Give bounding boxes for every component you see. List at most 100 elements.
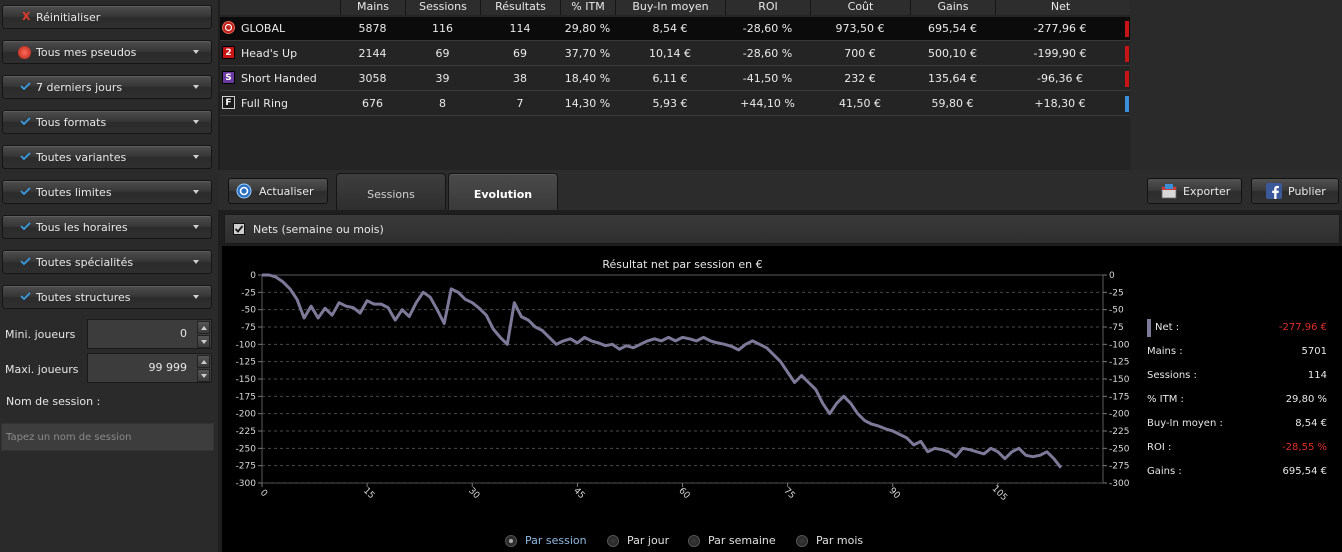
period-option-label: Par mois — [816, 534, 864, 547]
check-icon — [20, 257, 31, 265]
table-cell: 18,40 % — [564, 72, 611, 85]
y-tick-label: -200 — [236, 410, 257, 420]
table-row[interactable]: S Short Handed 3058 39 38 18,40 % 6,11 € -41,50… — [220, 67, 1130, 91]
filter-dropdown[interactable]: Tous les horaires — [2, 215, 212, 239]
radio-icon[interactable] — [796, 535, 808, 547]
stat-row: % ITM : 29,80 % — [1147, 394, 1327, 410]
spin-down-icon[interactable] — [197, 335, 210, 348]
spin-down-icon[interactable] — [197, 369, 210, 382]
stat-key: Sessions : — [1147, 370, 1197, 381]
export-label: Exporter — [1183, 185, 1231, 198]
table-cell: 114 — [509, 22, 531, 35]
short-handed-icon: S — [222, 71, 235, 84]
column-header[interactable]: ROI — [725, 0, 810, 15]
chart-area: Résultat net par session en € 0 0 -25 -25 -50… — [222, 246, 1342, 552]
column-header[interactable]: % ITM — [560, 0, 615, 15]
table-cell: 116 — [432, 22, 453, 35]
table-header: Mains Sessions Résultats% ITM Buy-In moyen R… — [220, 0, 1130, 15]
refresh-button[interactable]: Actualiser — [228, 178, 328, 204]
y-tick-label: -275 — [236, 462, 256, 472]
export-button[interactable]: Exporter — [1147, 178, 1242, 204]
y-tick-label: -100 — [236, 340, 257, 350]
table-cell: -199,90 € — [1033, 47, 1087, 60]
x-tick-label: 75 — [781, 486, 796, 501]
y-tick-label: -150 — [236, 375, 257, 385]
series-color-swatch — [1147, 319, 1151, 337]
column-header[interactable]: Résultats — [480, 0, 560, 15]
column-header[interactable]: Net — [995, 0, 1125, 15]
table-cell: -41,50 % — [742, 72, 793, 85]
filter-dropdown[interactable]: Toutes variantes — [2, 145, 212, 169]
table-row[interactable]: 2 Head's Up 2144 69 69 37,70 % 10,14 € -28,60 %… — [220, 42, 1130, 66]
column-header[interactable]: Buy-In moyen — [615, 0, 725, 15]
max-players-stepper[interactable]: 99 999 — [87, 353, 212, 383]
stat-key: Mains : — [1147, 346, 1183, 357]
refresh-label: Actualiser — [259, 185, 314, 198]
global-icon — [222, 21, 235, 34]
table-cell: -28,60 % — [742, 47, 793, 60]
filter-dropdown[interactable]: Toutes spécialités — [2, 250, 212, 274]
tab-sessions-label: Sessions — [367, 188, 415, 201]
table-cell: +18,30 € — [1034, 97, 1086, 110]
y-tick-label-right: -125 — [1109, 358, 1129, 368]
chevron-down-icon — [193, 295, 199, 299]
stat-row: Gains : 695,54 € — [1147, 466, 1327, 482]
y-tick-label-right: -275 — [1109, 462, 1129, 472]
check-icon — [234, 225, 244, 233]
tab-evolution[interactable]: Evolution — [448, 173, 558, 210]
spin-up-icon[interactable] — [197, 321, 210, 334]
tab-sessions[interactable]: Sessions — [336, 173, 446, 210]
filter-dropdown[interactable]: Toutes structures — [2, 285, 212, 309]
filter-dropdown[interactable]: Tous formats — [2, 110, 212, 134]
filter-dropdown[interactable]: 7 derniers jours — [2, 75, 212, 99]
column-header[interactable]: Sessions — [405, 0, 480, 15]
stat-row: Net : -277,96 € — [1147, 319, 1327, 338]
stat-value: -277,96 € — [1278, 322, 1327, 333]
chevron-down-icon — [193, 120, 199, 124]
max-players-value: 99 999 — [148, 361, 188, 374]
stat-key: Buy-In moyen : — [1147, 418, 1223, 429]
filter-label: Toutes structures — [36, 291, 131, 304]
stat-key: ROI : — [1147, 442, 1172, 453]
filter-dropdown[interactable]: Toutes limites — [2, 180, 212, 204]
column-header[interactable]: Coût — [810, 0, 910, 15]
x-tick-label: 30 — [466, 486, 481, 501]
check-icon — [20, 82, 31, 90]
radio-icon[interactable] — [607, 535, 619, 547]
row-name: Full Ring — [241, 97, 288, 110]
table-cell: -96,36 € — [1037, 72, 1083, 85]
table-cell: -277,96 € — [1033, 22, 1087, 35]
spin-up-icon[interactable] — [197, 355, 210, 368]
stat-key: % ITM : — [1147, 394, 1184, 405]
chevron-down-icon — [193, 190, 199, 194]
min-players-value: 0 — [180, 327, 187, 340]
stat-value: -28,55 % — [1282, 442, 1327, 453]
y-tick-label: -125 — [236, 358, 256, 368]
y-tick-label: -175 — [236, 392, 256, 402]
table-cell: 38 — [513, 72, 527, 85]
y-tick-label: -25 — [241, 288, 256, 298]
chevron-down-icon — [193, 260, 199, 264]
table-row[interactable]: GLOBAL 5878 116 114 29,80 % 8,54 € -28,60 % 973… — [220, 17, 1130, 41]
chevron-down-icon — [193, 50, 199, 54]
radio-icon[interactable] — [505, 535, 517, 547]
pseudos-dropdown[interactable]: Tous mes pseudos — [2, 40, 212, 64]
min-players-stepper[interactable]: 0 — [87, 319, 212, 349]
session-name-input[interactable] — [1, 423, 214, 451]
y-tick-label-right: -250 — [1109, 444, 1130, 454]
publish-label: Publier — [1288, 185, 1326, 198]
y-tick-label: -250 — [236, 444, 257, 454]
column-header[interactable]: Gains — [910, 0, 995, 15]
table-cell: 8,54 € — [652, 22, 688, 35]
result-indicator — [1125, 21, 1129, 37]
y-tick-label: -225 — [236, 427, 256, 437]
x-tick-label: 0 — [258, 488, 269, 499]
radio-icon[interactable] — [688, 535, 700, 547]
nets-checkbox[interactable] — [233, 223, 245, 235]
column-header[interactable]: Mains — [340, 0, 405, 15]
table-row[interactable]: F Full Ring 676 8 7 14,30 % 5,93 € +44,10 % 41,5… — [220, 92, 1130, 116]
reset-button[interactable]: X Réinitialiser — [2, 5, 212, 29]
publish-button[interactable]: Publier — [1251, 178, 1339, 204]
toolbar: Actualiser Sessions Evolution Exporter P… — [218, 170, 1342, 210]
table-cell: 135,64 € — [928, 72, 977, 85]
